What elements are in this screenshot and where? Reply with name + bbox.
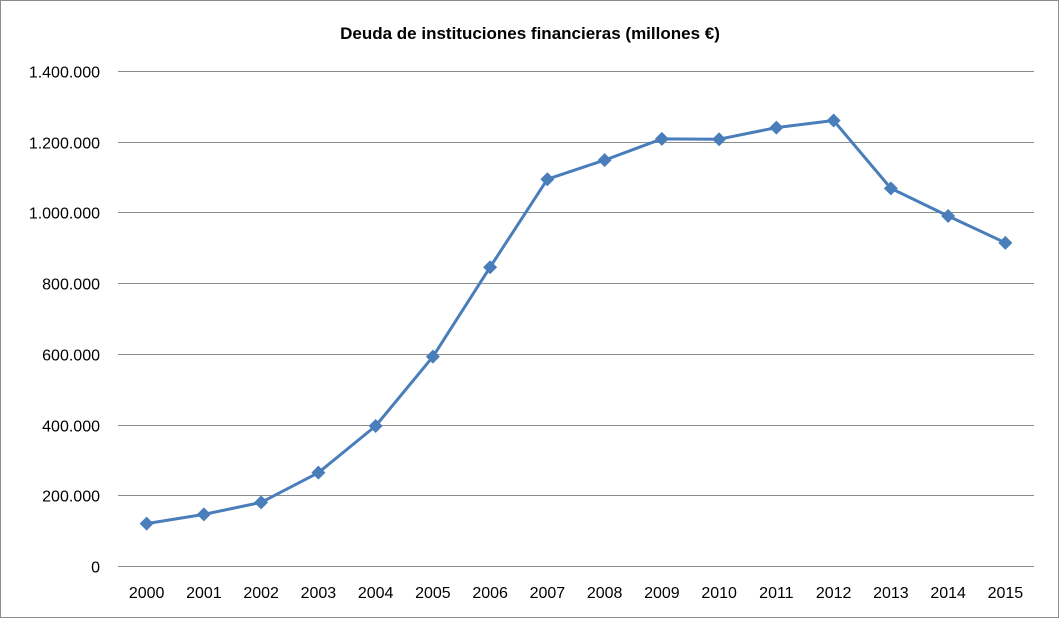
data-point-2009 bbox=[654, 131, 669, 146]
x-tick-label: 2014 bbox=[930, 585, 966, 602]
data-point-2000 bbox=[139, 516, 154, 531]
x-tick-label: 2009 bbox=[644, 585, 680, 602]
data-point-2002 bbox=[254, 495, 269, 510]
y-axis-ticks: 0 200.000 400.000 600.000 800.000 1.000.000 1.… bbox=[29, 65, 100, 577]
marker-layer bbox=[139, 113, 1013, 531]
y-tick-label: 800.000 bbox=[42, 277, 100, 294]
data-point-2010 bbox=[712, 132, 727, 147]
y-tick-label: 0 bbox=[91, 560, 100, 577]
data-point-2003 bbox=[311, 465, 326, 480]
x-tick-label: 2011 bbox=[759, 585, 794, 602]
x-tick-label: 2005 bbox=[415, 585, 451, 602]
x-tick-label: 2013 bbox=[873, 585, 909, 602]
data-point-2015 bbox=[998, 235, 1013, 250]
series-line bbox=[146, 119, 1007, 526]
x-tick-label: 2007 bbox=[530, 585, 566, 602]
y-tick-label: 1.400.000 bbox=[29, 65, 100, 82]
data-point-2012 bbox=[826, 113, 841, 128]
x-axis-ticks: 2000 2001 2002 2003 2004 2005 2006 2007 2008 2009… bbox=[129, 585, 1023, 602]
y-tick-label: 400.000 bbox=[42, 419, 100, 436]
y-tick-label: 200.000 bbox=[42, 489, 100, 506]
x-tick-label: 2003 bbox=[301, 585, 337, 602]
x-tick-label: 2012 bbox=[816, 585, 852, 602]
y-tick-label: 600.000 bbox=[42, 348, 100, 365]
x-tick-label: 2004 bbox=[358, 585, 394, 602]
series-layer bbox=[146, 119, 1007, 526]
data-point-2011 bbox=[769, 120, 784, 135]
data-point-2004 bbox=[368, 418, 383, 433]
y-tick-label: 1.000.000 bbox=[29, 206, 100, 223]
x-tick-label: 2000 bbox=[129, 585, 165, 602]
x-tick-label: 2008 bbox=[587, 585, 623, 602]
gridlines bbox=[118, 71, 1034, 567]
data-point-2008 bbox=[597, 153, 612, 168]
x-tick-label: 2001 bbox=[186, 585, 222, 602]
x-tick-label: 2010 bbox=[701, 585, 737, 602]
data-point-2005 bbox=[425, 349, 440, 364]
y-tick-label: 1.200.000 bbox=[29, 136, 100, 153]
x-tick-label: 2015 bbox=[988, 585, 1024, 602]
x-tick-label: 2002 bbox=[243, 585, 279, 602]
data-point-2014 bbox=[941, 208, 956, 223]
data-point-2013 bbox=[883, 181, 898, 196]
data-point-2006 bbox=[483, 260, 498, 275]
data-point-2007 bbox=[540, 172, 555, 187]
x-tick-label: 2006 bbox=[472, 585, 508, 602]
chart-title: Deuda de instituciones financieras (mill… bbox=[340, 24, 720, 43]
data-point-2001 bbox=[196, 507, 211, 522]
